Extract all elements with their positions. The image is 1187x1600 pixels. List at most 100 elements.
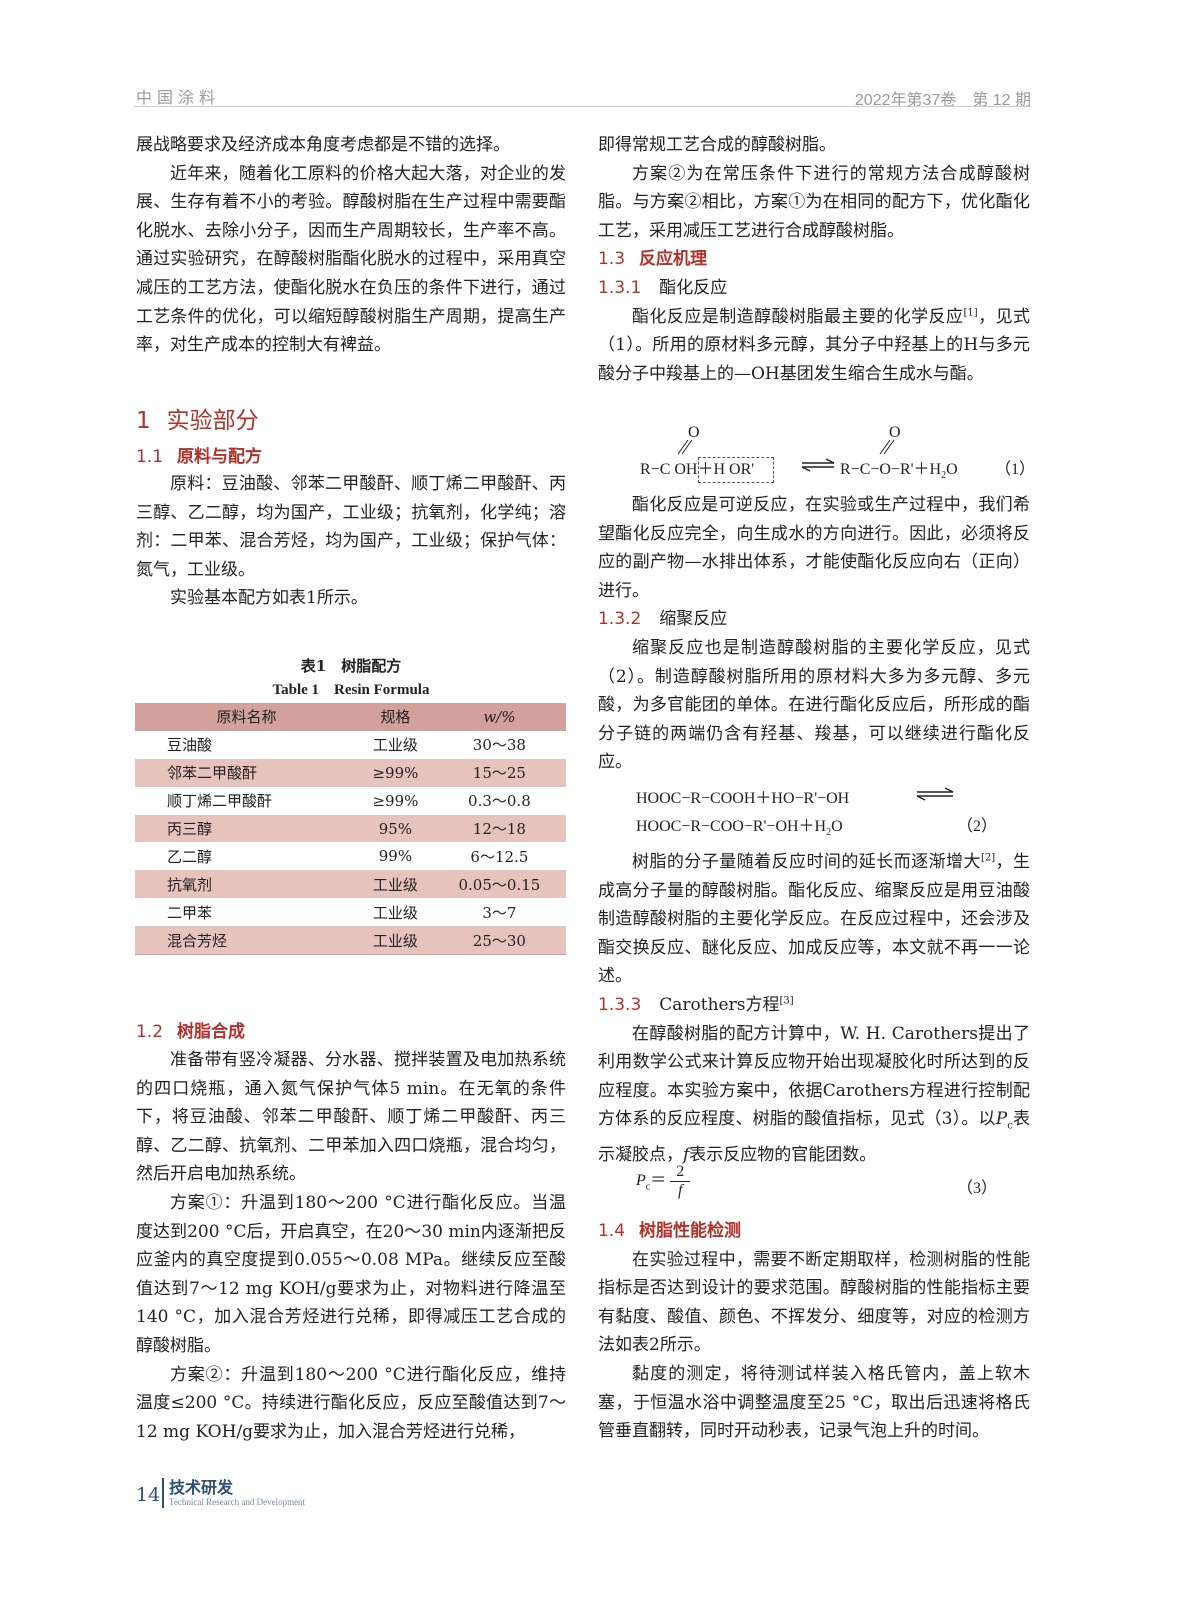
subscript: 2 [826,827,832,839]
paragraph: 酯化反应是制造醇酸树脂最主要的化学反应[1]，见式（1）。所用的原材料多元醇，其… [598,303,1030,389]
text: R−C [640,461,671,478]
cell: 二甲苯 [167,903,213,922]
table-row: 顺丁烯二甲酸酐 ≥99% 0.3～0.8 [135,787,566,815]
table-row: 豆油酸 工业级 30～38 [135,731,566,759]
text: 在醇酸树脂的配方计算中，W. H. Carothers提出了利用数学公式来计算反… [598,1023,1030,1130]
section-1-1-heading: 1.1 原料与配方 [136,443,566,472]
cell: 6～12.5 [470,847,529,866]
text: OR' [729,461,755,478]
equation-number: （2） [957,818,998,835]
table-row: 丙三醇 95% 12～18 [135,814,566,843]
cell: 丙三醇 [135,814,359,843]
cell: 25～30 [432,926,566,956]
section-title: 树脂性能检测 [639,1221,742,1241]
section-title: Carothers方程 [659,994,780,1015]
cell: 工业级 [372,736,418,755]
section-number: 1.3.1 [598,277,642,298]
double-bond-icon [677,439,895,455]
cell: 工业级 [372,903,418,922]
section-1-3-3-heading: 1.3.3 Carothers方程[3] [598,991,1030,1020]
cell: 顺丁烯二甲酸酐 [167,792,273,811]
right-block-4: 1.4 树脂性能检测 在实验过程中，需要不断定期取样，检测树脂的性能指标是否达到设… [598,1217,1030,1446]
section-number: 1.3 [598,249,626,270]
right-block-1: 即得常规工艺合成的醇酸树脂。 方案②为在常压条件下进行的常规方法合成醇酸树脂。与… [598,131,1030,388]
oxygen-atom: O [688,424,700,441]
section-number: 1 [136,408,151,434]
subscript: c [645,1181,651,1193]
cell: 工业级 [358,870,433,899]
paragraph: 实验基本配方如表1所示。 [170,588,368,609]
text: 树脂的分子量随着反应时间的延长而逐渐增大 [632,852,981,872]
text: ，生成高分子量的醇酸树脂。酯化反应、缩聚反应是用豆油酸制造醇酸树脂的主要化学反应… [598,852,1031,987]
cell: 30～38 [472,736,526,755]
paragraph: 方案①：升温到180～200 °C进行酯化反应。当温度达到200 °C后，开启真… [136,1192,566,1356]
symbol: P [636,1172,646,1190]
section-number: 1.4 [598,1221,626,1241]
section-1-3-heading: 1.3 反应机理 [598,245,1030,274]
issue-info: 2022年第37卷 第 12 期 [854,92,1031,109]
paragraph: 树脂的分子量随着反应时间的延长而逐渐增大[2]，生成高分子量的醇酸树脂。酯化反应… [598,848,1030,991]
section-1-3-2-heading: 1.3.2 缩聚反应 [598,605,1030,634]
table-row: 邻苯二甲酸酐 ≥99% 15～25 [135,758,566,787]
paragraph: 黏度的测定，将待测试样装入格氏管内，盖上软木塞，于恒温水浴中调整温度至25 °C… [598,1363,1030,1442]
equals: ＝ [650,1172,667,1190]
materials-text: 原料：豆油酸、邻苯二甲酸酐、顺丁烯二甲酸酐、丙三醇、乙二醇，均为国产，工业级；抗… [136,470,566,613]
text: O [946,461,958,478]
text: 表示反应物的官能团数。 [689,1145,877,1166]
section-number: 1.3.3 [598,994,642,1015]
equation-line: HOOC−R−COO−R'−OH＋H2O [636,812,843,838]
denominator: f [678,1182,683,1199]
cell: 0.3～0.8 [468,792,531,811]
text: ，见式（1）。所用的原材料多元醇，其分子中羟基上的H与多元酸分子中羧基上的—OH… [598,306,1031,384]
equation-line: HOOC−R−COOH＋HO−R'−OH [636,790,850,807]
oxygen-atom: O [889,424,901,441]
paragraph: 酯化反应是可逆反应，在实验或生产过程中，我们希望酯化反应完全，向生成水的方向进行… [598,495,1030,601]
cell: ≥99% [372,791,419,810]
text: R−C−O−R'＋H [840,461,942,478]
text: OH＋H [674,461,726,478]
section-title: 实验部分 [166,408,259,434]
table-caption-en: Table 1 Resin Formula [272,682,430,698]
cell: 混合芳烃 [135,926,359,956]
cell: 15～25 [432,758,566,787]
equilibrium-arrow-icon [801,458,835,472]
column-header: 原料名称 [135,703,359,731]
paragraph: 即得常规工艺合成的醇酸树脂。 [598,135,836,155]
section-title: 酯化反应 [659,277,728,298]
cell: 邻苯二甲酸酐 [135,758,359,787]
paragraph: 缩聚反应也是制造醇酸树脂的主要化学反应，见式（2）。制造醇酸树脂所用的原材料大多… [598,637,1030,773]
cell: 抗氧剂 [135,870,359,899]
cell: 12～18 [432,814,566,843]
section-number: 1.3.2 [598,609,642,630]
paragraph: 展战略要求及经济成本角度考虑都是不错的选择。 [136,135,510,155]
column-header: 规格 [358,703,433,731]
journal-name: 中国涂料 [136,88,221,107]
section-1-2-heading: 1.2 树脂合成 [136,1018,566,1047]
citation: [3] [779,995,794,1007]
column-header: w/% [432,703,566,731]
symbol: f [683,1145,690,1166]
left-intro: 展战略要求及经济成本角度考虑都是不错的选择。 近年来，随着化工原料的价格大起大落… [136,131,566,360]
header-divider [134,106,1031,107]
section-title: 缩聚反应 [659,609,728,630]
text: O [831,818,843,835]
text: HOOC−R−COO−R'−OH＋H [636,818,827,835]
cell: ≥99% [358,758,433,787]
section-1-heading: 1 实验部分 [136,405,566,437]
section-label-en: Technical Research and Development [169,1497,306,1507]
numerator: 2 [670,1163,691,1182]
paragraph: 方案②为在常压条件下进行的常规方法合成醇酸树脂。与方案②相比，方案①为在相同的配… [598,163,1030,241]
right-block-2: 酯化反应是可逆反应，在实验或生产过程中，我们希望酯化反应完全，向生成水的方向进行… [598,491,1030,777]
right-block-3: 树脂的分子量随着反应时间的延长而逐渐增大[2]，生成高分子量的醇酸树脂。酯化反应… [598,848,1030,1170]
cell: 0.05～0.15 [432,870,566,899]
paragraph: 原料：豆油酸、邻苯二甲酸酐、顺丁烯二甲酸酐、丙三醇、乙二醇，均为国产，工业级；抗… [136,474,566,580]
table-row: 混合芳烃 工业级 25～30 [135,926,566,956]
section-number: 1.2 [136,1022,164,1042]
equation-rhs: R−C−O−R'＋H2O [840,455,958,481]
section-title: 树脂合成 [177,1022,246,1042]
cell: 工业级 [358,926,433,956]
synthesis-text: 准备带有竖冷凝器、分水器、搅拌装置及电加热系统的四口烧瓶，通入氮气保护气体5 m… [136,1046,566,1446]
table-caption-cn: 表1 树脂配方 [300,657,402,675]
text: 酯化反应是制造醇酸树脂最主要的化学反应 [632,306,964,327]
section-1-4-heading: 1.4 树脂性能检测 [598,1217,1030,1246]
